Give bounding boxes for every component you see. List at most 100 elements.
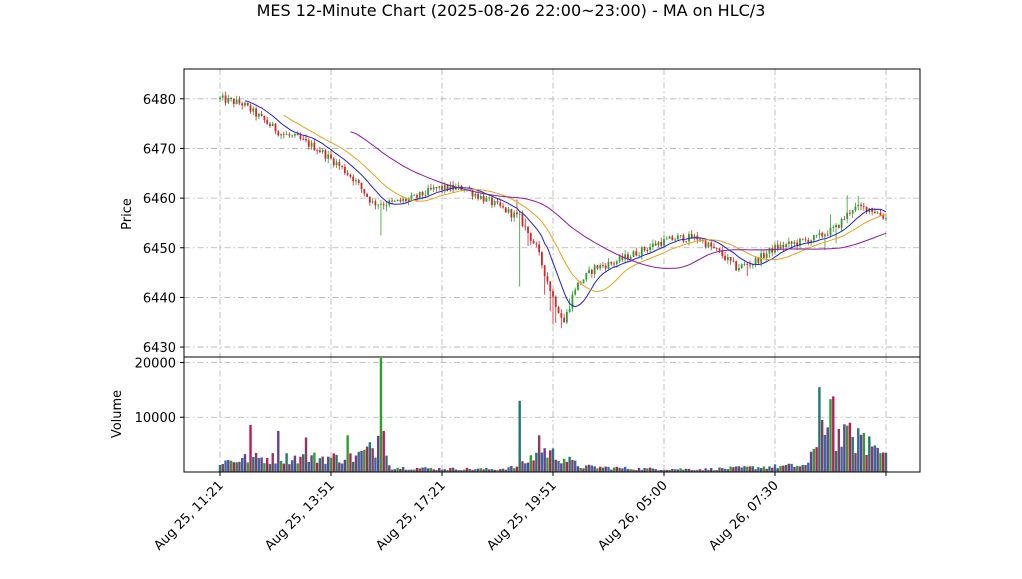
candle-body bbox=[846, 212, 849, 220]
candle-body bbox=[502, 206, 504, 208]
candle-body bbox=[313, 142, 316, 151]
volume-bar bbox=[268, 464, 272, 472]
volume-bar bbox=[648, 467, 652, 472]
volume-bar bbox=[315, 462, 319, 472]
candle-body bbox=[524, 225, 527, 227]
volume-bar bbox=[535, 452, 538, 472]
volume-bar bbox=[784, 465, 788, 472]
volume-bar bbox=[418, 468, 421, 472]
price-ytick-label: 6470 bbox=[143, 142, 176, 157]
volume-bar bbox=[451, 467, 455, 472]
candle-body bbox=[405, 199, 407, 202]
candle-body bbox=[596, 265, 599, 269]
volume-bar bbox=[554, 459, 557, 472]
candle-body bbox=[418, 191, 421, 198]
price-ytick-label: 6480 bbox=[143, 93, 176, 108]
volume-bar bbox=[604, 466, 607, 472]
candle-body bbox=[355, 180, 357, 182]
candle-body bbox=[837, 224, 840, 228]
volume-bar bbox=[804, 465, 807, 472]
volume-bar bbox=[463, 469, 466, 472]
volume-bar bbox=[782, 465, 785, 472]
candle-body bbox=[224, 95, 227, 103]
volume-bar bbox=[779, 465, 782, 472]
candle-body bbox=[690, 234, 693, 239]
candle-body bbox=[310, 142, 313, 147]
volume-bar bbox=[396, 467, 399, 472]
volume-bar bbox=[693, 470, 696, 472]
candle-body bbox=[357, 180, 360, 183]
volume-bar bbox=[776, 468, 779, 472]
volume-bar bbox=[302, 454, 305, 472]
volume-bar bbox=[338, 462, 341, 472]
volume-bar bbox=[385, 455, 388, 472]
volume-bar bbox=[393, 469, 397, 472]
volume-bar bbox=[723, 468, 727, 472]
volume-bar bbox=[504, 469, 508, 472]
volume-bar bbox=[618, 467, 621, 472]
candle-body bbox=[724, 255, 726, 260]
candle-body bbox=[410, 195, 413, 199]
candle-body bbox=[765, 253, 768, 258]
candle-body bbox=[280, 134, 282, 136]
volume-bar bbox=[759, 468, 763, 472]
volume-bar bbox=[285, 453, 288, 472]
candle-body bbox=[832, 227, 835, 228]
candle-body bbox=[782, 244, 785, 248]
candle-body bbox=[810, 240, 812, 244]
candle-body bbox=[849, 212, 851, 214]
volume-bar bbox=[232, 462, 236, 472]
volume-bar bbox=[660, 469, 663, 472]
candle-body bbox=[646, 249, 649, 251]
volume-bar bbox=[499, 469, 502, 472]
volume-bar bbox=[438, 467, 441, 472]
candle-body bbox=[577, 282, 579, 290]
candle-body bbox=[382, 204, 385, 206]
candle-body bbox=[815, 235, 818, 236]
volume-bar bbox=[643, 468, 646, 472]
volume-bar bbox=[224, 460, 227, 472]
x-tick-label: Aug 26, 05:00 bbox=[595, 478, 671, 554]
volume-bar bbox=[363, 449, 366, 472]
ma-line-50 bbox=[350, 131, 887, 269]
volume-bar bbox=[682, 469, 685, 472]
candle-body bbox=[763, 253, 765, 258]
candle-body bbox=[627, 254, 629, 260]
volume-bar bbox=[626, 469, 630, 472]
volume-bar bbox=[668, 470, 671, 472]
candle-body bbox=[649, 246, 652, 251]
candle-body bbox=[799, 238, 801, 246]
volume-bar bbox=[479, 468, 483, 472]
candle-body bbox=[657, 242, 660, 246]
volume-bar bbox=[399, 468, 402, 472]
volume-bar bbox=[843, 424, 846, 472]
candle-body bbox=[768, 248, 771, 254]
candle-body bbox=[274, 123, 277, 132]
volume-bar bbox=[560, 463, 563, 472]
volume-bar bbox=[235, 462, 238, 472]
volume-bar bbox=[318, 458, 322, 472]
volume-bar bbox=[310, 455, 313, 472]
volume-bar bbox=[346, 435, 349, 472]
volume-bar bbox=[227, 460, 230, 472]
candle-body bbox=[324, 150, 327, 159]
volume-bar bbox=[546, 457, 549, 472]
volume-bar bbox=[327, 456, 330, 472]
volume-bar bbox=[449, 467, 452, 472]
candle-body bbox=[862, 206, 865, 208]
candle-body bbox=[341, 165, 343, 167]
candle-body bbox=[676, 235, 679, 240]
candle-body bbox=[482, 196, 485, 202]
volume-bar bbox=[429, 467, 433, 472]
candle-body bbox=[380, 204, 382, 206]
candle-body bbox=[665, 238, 668, 240]
candle-body bbox=[321, 150, 324, 153]
candle-body bbox=[485, 197, 488, 202]
volume-bar bbox=[884, 452, 888, 472]
candle-body bbox=[316, 150, 319, 152]
volume-bar bbox=[610, 469, 613, 472]
volume-bar bbox=[729, 466, 732, 472]
volume-bar bbox=[718, 467, 721, 472]
candle-body bbox=[640, 247, 643, 256]
volume-bar bbox=[845, 425, 849, 472]
